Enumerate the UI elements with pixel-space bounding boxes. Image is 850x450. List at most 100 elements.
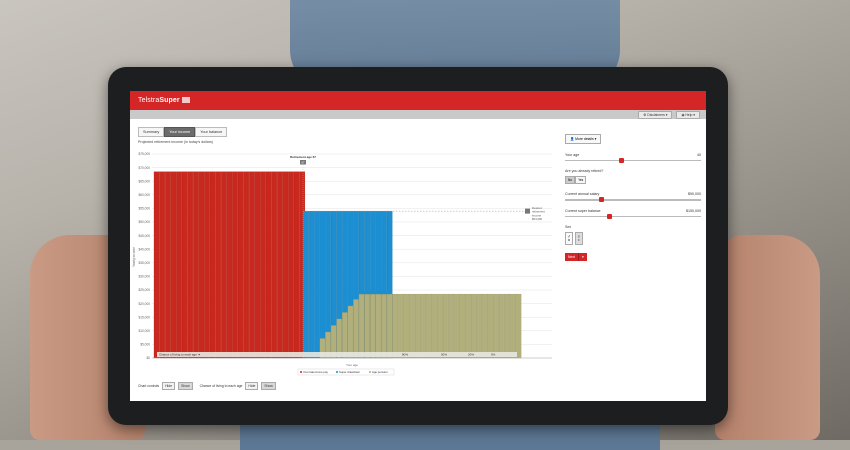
retired-no-button[interactable]: No xyxy=(565,176,576,185)
balance-slider[interactable] xyxy=(565,213,701,219)
y-tick-label: $40,000 xyxy=(138,247,150,251)
desired-income-label: Desired xyxy=(532,206,542,210)
bar-take-home-pay xyxy=(293,171,300,359)
brand-dots-icon xyxy=(181,97,190,104)
bar-age-pension xyxy=(409,293,415,359)
y-tick-label: $65,000 xyxy=(138,179,150,183)
legend-label: Super drawdown xyxy=(339,370,360,374)
bar-age-pension xyxy=(454,293,460,359)
sex-female-label: F xyxy=(578,238,580,242)
desired-income-label: retirement xyxy=(532,210,545,214)
age-field: Your age 40 xyxy=(565,153,701,163)
legend-label: Your take-home pay xyxy=(303,370,329,374)
right-hand xyxy=(715,235,820,440)
y-tick-label: $10,000 xyxy=(138,329,150,333)
bar-age-pension xyxy=(398,293,404,359)
bar-age-pension xyxy=(414,293,421,359)
bar-take-home-pay xyxy=(232,171,238,359)
bar-take-home-pay xyxy=(176,171,182,359)
bar-take-home-pay xyxy=(277,171,283,359)
chart-svg: $75,000 $70,000 $65,000 $60,000 $55,000 $50,0… xyxy=(132,152,552,376)
bar-take-home-pay xyxy=(237,171,244,359)
bar-age-pension xyxy=(459,293,466,359)
female-icon: ♀ xyxy=(577,233,581,240)
view-tabs: Summary Your income Your balance xyxy=(138,127,228,137)
retirement-marker-badge xyxy=(300,160,306,165)
tab-summary[interactable]: Summary xyxy=(138,127,165,137)
y-tick-label: $35,000 xyxy=(138,261,150,265)
desired-income-marker xyxy=(525,208,530,214)
bar-take-home-pay xyxy=(260,171,266,359)
tablet-screen: TelstraSuper ⚙ Disclaimers ▾ ◉ Help ▾ Su… xyxy=(130,91,706,401)
age-slider[interactable] xyxy=(565,158,701,163)
desired-income-label: $54,000 xyxy=(532,217,543,221)
chance-band xyxy=(157,352,517,357)
next-button[interactable]: Next ▾ xyxy=(565,253,587,262)
y-tick-label: $5,000 xyxy=(140,343,150,347)
bar-age-pension xyxy=(353,299,359,359)
chance-show-button[interactable]: Show xyxy=(261,382,276,390)
bar-age-pension xyxy=(431,293,438,359)
bar-super-drawdown xyxy=(319,210,326,359)
bar-age-pension xyxy=(465,293,471,359)
chart-controls-label: Chart controls xyxy=(138,384,160,388)
bar-take-home-pay xyxy=(204,171,210,359)
chance-hide-button[interactable]: Hide xyxy=(245,382,259,390)
legend-swatch xyxy=(369,371,371,373)
help-label: Help xyxy=(685,112,693,117)
tab-your-balance[interactable]: Your balance xyxy=(195,127,228,137)
bar-super-drawdown xyxy=(314,210,320,359)
more-details-button[interactable]: 👤 More details ▾ xyxy=(565,134,602,144)
bar-age-pension xyxy=(386,293,393,359)
chance-band-label: Chance of living to each age ➔ xyxy=(159,353,201,357)
more-details-label: More details xyxy=(575,137,594,141)
bar-age-pension xyxy=(426,293,432,359)
help-button[interactable]: ◉ Help ▾ xyxy=(676,110,700,119)
bar-take-home-pay xyxy=(271,171,278,359)
bar-age-pension xyxy=(442,293,449,359)
bar-take-home-pay xyxy=(193,171,199,359)
retirement-marker-value: 67 xyxy=(302,160,305,164)
y-tick-label: $60,000 xyxy=(138,193,150,197)
y-tick-label: $30,000 xyxy=(138,275,150,279)
age-slider-thumb[interactable] xyxy=(619,158,625,163)
bottom-controls: Chart controls Hide Show Chance of livin… xyxy=(138,382,276,390)
disclaimers-button[interactable]: ⚙ Disclaimers ▾ xyxy=(638,110,673,119)
age-value: 40 xyxy=(697,153,701,157)
y-tick-label: $45,000 xyxy=(138,234,150,238)
chart-controls-hide-button[interactable]: Hide xyxy=(162,382,176,390)
y-tick-label: $55,000 xyxy=(138,207,150,211)
retired-yes-button[interactable]: Yes xyxy=(575,176,587,185)
bar-take-home-pay xyxy=(181,171,188,359)
balance-slider-thumb[interactable] xyxy=(607,213,613,219)
chart-controls-show-button[interactable]: Show xyxy=(178,382,193,390)
balance-value: $150,000 xyxy=(686,208,701,213)
y-tick-label: $75,000 xyxy=(138,152,150,156)
sex-female-button[interactable]: ♀ F xyxy=(575,232,583,246)
bar-take-home-pay xyxy=(265,171,272,359)
y-tick-label: $15,000 xyxy=(138,315,150,319)
sex-field: Sex ♂ M ♀ F xyxy=(565,225,701,246)
y-tick-label: $0 xyxy=(146,356,150,360)
chance-value: 80% xyxy=(402,353,408,357)
bar-age-pension xyxy=(420,293,427,359)
input-panel: 👤 More details ▾ Your age 40 Are you alre… xyxy=(565,127,701,263)
bar-age-pension xyxy=(470,293,477,359)
bar-take-home-pay xyxy=(165,171,171,359)
salary-slider-thumb[interactable] xyxy=(599,197,604,203)
brand-prefix: Telstra xyxy=(138,97,160,104)
sex-male-button[interactable]: ♂ M xyxy=(565,232,573,246)
brand-logo[interactable]: TelstraSuper xyxy=(138,97,190,104)
bar-age-pension xyxy=(448,293,455,359)
salary-slider[interactable] xyxy=(565,197,701,203)
bar-age-pension xyxy=(364,293,371,359)
bar-age-pension xyxy=(437,293,443,359)
bar-age-pension xyxy=(493,293,499,359)
chevron-down-icon: ▾ xyxy=(577,253,587,262)
bar-take-home-pay xyxy=(243,171,250,359)
retired-label: Are you already retired? xyxy=(565,169,604,174)
y-tick-label: $50,000 xyxy=(138,220,150,224)
brand-bar: TelstraSuper xyxy=(130,91,706,110)
tab-your-income[interactable]: Your income xyxy=(164,127,196,137)
y-tick-label: $25,000 xyxy=(138,288,150,292)
